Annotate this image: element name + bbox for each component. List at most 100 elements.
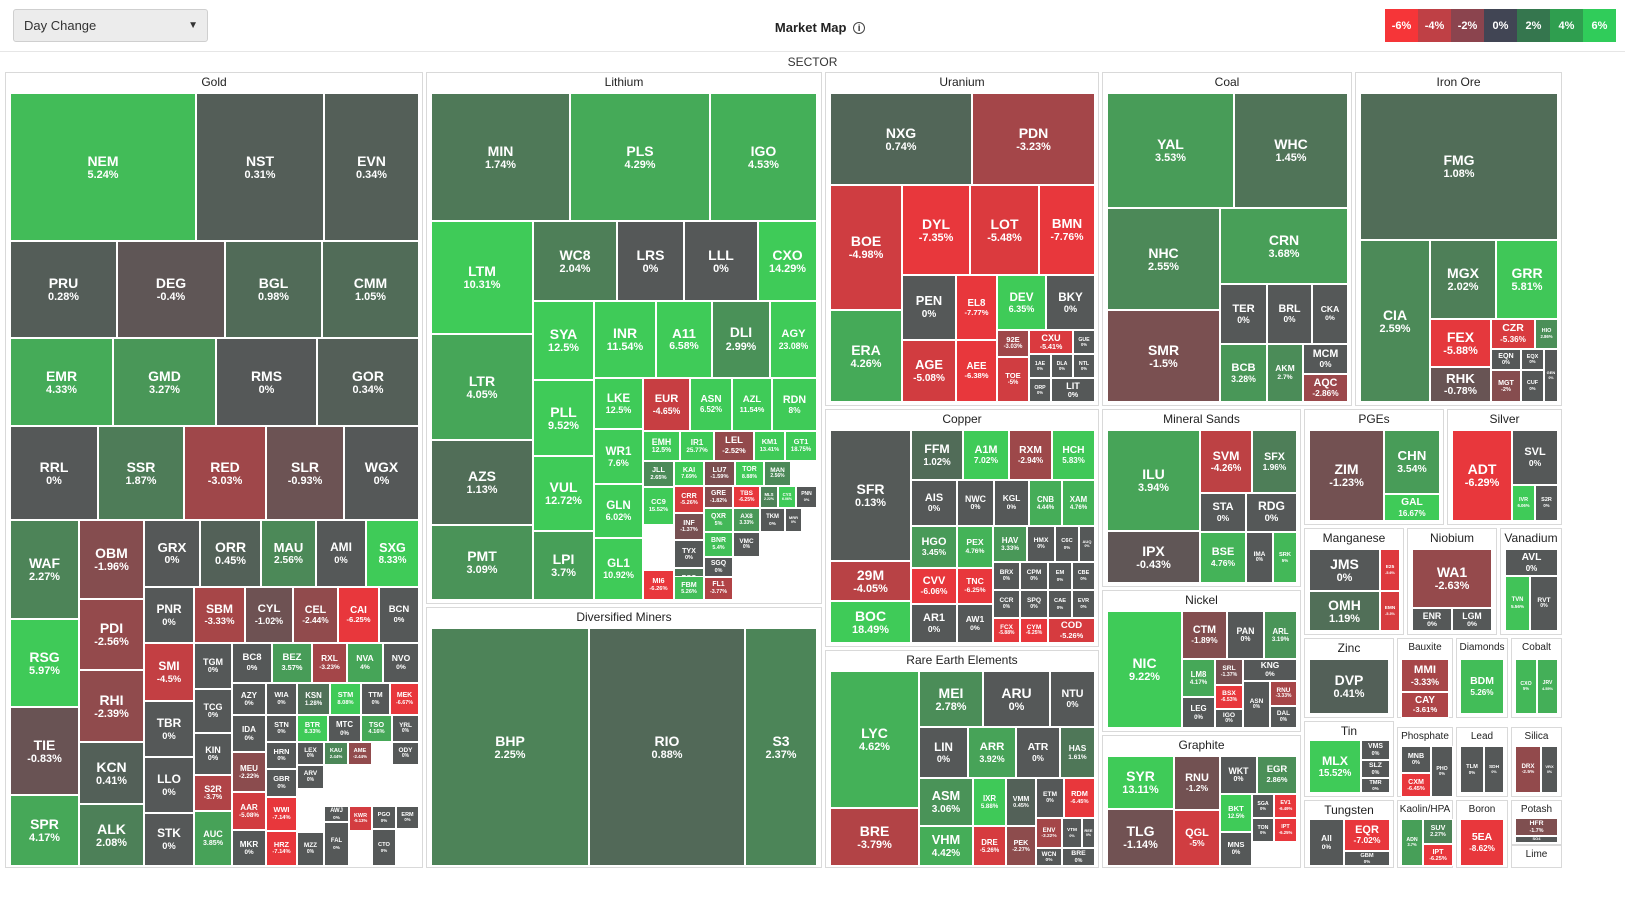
ticker-tile[interactable]: NIC 9.22% <box>1107 611 1182 728</box>
ticker-tile[interactable]: PLS 4.29% <box>570 93 710 221</box>
ticker-tile[interactable]: PGO 0% <box>372 806 396 829</box>
ticker-tile[interactable]: AGE -5.08% <box>902 340 956 402</box>
ticker-tile[interactable]: HGO 3.45% <box>911 526 957 568</box>
ticker-tile[interactable]: MRR 0% <box>785 508 802 532</box>
ticker-tile[interactable]: SBM -3.33% <box>194 587 245 643</box>
ticker-tile[interactable]: STN 0% <box>266 715 297 742</box>
ticker-tile[interactable]: IGO 4.53% <box>710 93 817 221</box>
ticker-tile[interactable]: ATR 0% <box>1016 727 1060 778</box>
ticker-tile[interactable]: MGT -2% <box>1491 370 1521 402</box>
ticker-tile[interactable]: SYA 12.5% <box>533 301 594 380</box>
ticker-tile[interactable]: DYL -7.35% <box>902 185 970 275</box>
ticker-tile[interactable]: PEN 0% <box>902 275 956 340</box>
ticker-tile[interactable]: LGM 0% <box>1452 608 1492 631</box>
ticker-tile[interactable]: ODY 0% <box>392 742 419 765</box>
ticker-tile[interactable]: NHC 2.55% <box>1107 208 1220 310</box>
ticker-tile[interactable]: JLL 2.65% <box>643 461 674 487</box>
ticker-tile[interactable]: RHI -2.39% <box>79 670 144 742</box>
ticker-tile[interactable]: EQN 0% <box>1491 349 1521 370</box>
ticker-tile[interactable]: IR1 25.77% <box>680 431 714 461</box>
ticker-tile[interactable]: IGO 0% <box>1215 709 1243 728</box>
ticker-tile[interactable]: MKR 0% <box>232 830 266 866</box>
ticker-tile[interactable]: SLR -0.93% <box>266 426 344 520</box>
ticker-tile[interactable]: BRX 0% <box>993 562 1020 590</box>
ticker-tile[interactable]: DLI 2.99% <box>712 301 770 378</box>
ticker-tile[interactable]: MI6 -6.26% <box>643 570 674 600</box>
ticker-tile[interactable]: SFX 1.96% <box>1252 430 1297 493</box>
ticker-tile[interactable]: RDN 8% <box>772 378 817 431</box>
ticker-tile[interactable]: PHO 0% <box>1431 746 1453 797</box>
ticker-tile[interactable]: WGX 0% <box>344 426 419 520</box>
ticker-tile[interactable]: GUE 0% <box>1073 330 1095 354</box>
ticker-tile[interactable]: EM 0% <box>1048 562 1072 590</box>
ticker-tile[interactable]: E25 -5.6% <box>1380 549 1400 591</box>
ticker-tile[interactable]: XAM 4.76% <box>1062 480 1095 526</box>
ticker-tile[interactable]: SDH 0% <box>1484 746 1504 793</box>
ticker-tile[interactable]: TTM 0% <box>361 683 390 715</box>
ticker-tile[interactable]: A1M 7.02% <box>963 430 1009 480</box>
ticker-tile[interactable]: BSX -6.53% <box>1215 685 1243 709</box>
ticker-tile[interactable]: NVO 0% <box>383 643 419 683</box>
ticker-tile[interactable]: INF -1.37% <box>674 513 704 540</box>
ticker-tile[interactable]: DEG -0.4% <box>117 241 225 338</box>
ticker-tile[interactable]: CYS 6.06% <box>778 486 796 508</box>
ticker-tile[interactable]: CEL -2.44% <box>293 587 338 643</box>
ticker-tile[interactable]: MAU 2.56% <box>261 520 316 587</box>
ticker-tile[interactable]: EQX 0% <box>1521 349 1544 370</box>
ticker-tile[interactable]: TYX 0% <box>674 540 704 568</box>
ticker-tile[interactable]: AMI 0% <box>316 520 366 587</box>
ticker-tile[interactable]: SMI -4.5% <box>144 643 194 701</box>
ticker-tile[interactable]: TER 0% <box>1220 284 1267 344</box>
ticker-tile[interactable]: SYR 13.11% <box>1107 756 1174 809</box>
ticker-tile[interactable]: VMS 0% <box>1361 740 1390 760</box>
ticker-tile[interactable]: ERM 0% <box>396 806 419 829</box>
ticker-tile[interactable]: GT1 18.75% <box>785 431 817 461</box>
ticker-tile[interactable]: MLX 15.52% <box>1309 740 1361 793</box>
ticker-tile[interactable]: CXO 5% <box>1515 659 1537 714</box>
ticker-tile[interactable]: MEI 2.78% <box>919 671 983 727</box>
ticker-tile[interactable]: BRE -3.79% <box>830 808 919 866</box>
ticker-tile[interactable]: PDN -3.23% <box>972 93 1095 185</box>
ticker-tile[interactable]: BCN 0% <box>379 587 419 643</box>
ticker-tile[interactable]: KNG 0% <box>1243 659 1297 681</box>
ticker-tile[interactable]: RXL -3.23% <box>312 643 347 683</box>
ticker-tile[interactable]: KAU 2.44% <box>324 742 348 765</box>
ticker-tile[interactable]: PDI -2.56% <box>79 599 144 670</box>
ticker-tile[interactable]: IPX -0.43% <box>1107 531 1200 583</box>
ticker-tile[interactable]: ORR 0.45% <box>200 520 261 587</box>
ticker-tile[interactable]: SMR -1.5% <box>1107 310 1220 402</box>
ticker-tile[interactable]: CZR -5.36% <box>1491 319 1535 349</box>
ticker-tile[interactable]: MEU -2.22% <box>232 752 266 792</box>
ticker-tile[interactable]: 1AE 0% <box>1029 354 1051 378</box>
ticker-tile[interactable]: ETM 0% <box>1036 778 1064 818</box>
ticker-tile[interactable]: 5EA -8.62% <box>1460 819 1504 866</box>
ticker-tile[interactable]: CTO 0% <box>372 829 396 866</box>
ticker-tile[interactable]: CAY -3.61% <box>1401 692 1449 718</box>
ticker-tile[interactable]: RNU -1.2% <box>1174 756 1220 810</box>
ticker-tile[interactable]: RXM -2.94% <box>1009 430 1052 480</box>
ticker-tile[interactable]: ADT -6.29% <box>1452 430 1512 521</box>
ticker-tile[interactable]: PRU 0.28% <box>10 241 117 338</box>
ticker-tile[interactable]: COD -5.26% <box>1048 618 1095 643</box>
ticker-tile[interactable]: ENR 0% <box>1412 608 1452 631</box>
ticker-tile[interactable]: NEM 5.24% <box>10 93 196 241</box>
ticker-tile[interactable]: LYC 4.62% <box>830 671 919 808</box>
ticker-tile[interactable]: ZIM -1.23% <box>1309 430 1384 521</box>
ticker-tile[interactable]: OBM -1.96% <box>79 520 144 599</box>
ticker-tile[interactable]: SRL -1.37% <box>1215 659 1243 685</box>
ticker-tile[interactable]: AIS 0% <box>911 480 957 526</box>
ticker-tile[interactable]: HCH 5.83% <box>1052 430 1095 480</box>
ticker-tile[interactable]: WKT 0% <box>1220 756 1257 794</box>
ticker-tile[interactable]: GBM 0% <box>1344 851 1390 866</box>
ticker-tile[interactable]: GAL 16.67% <box>1384 494 1440 521</box>
ticker-tile[interactable]: BGL 0.98% <box>225 241 322 338</box>
ticker-tile[interactable]: VMM 0.45% <box>1006 778 1036 826</box>
ticker-tile[interactable]: GMD 3.27% <box>113 338 216 426</box>
ticker-tile[interactable]: BOC 18.49% <box>830 601 911 643</box>
ticker-tile[interactable]: TNC -6.25% <box>957 568 993 604</box>
ticker-tile[interactable]: MLS 2.22% <box>760 486 778 508</box>
ticker-tile[interactable]: BMN -7.76% <box>1039 185 1095 275</box>
ticker-tile[interactable]: NWC 0% <box>957 480 994 526</box>
ticker-tile[interactable]: CPM 0% <box>1020 562 1048 590</box>
ticker-tile[interactable]: WCN 0% <box>1036 848 1062 866</box>
